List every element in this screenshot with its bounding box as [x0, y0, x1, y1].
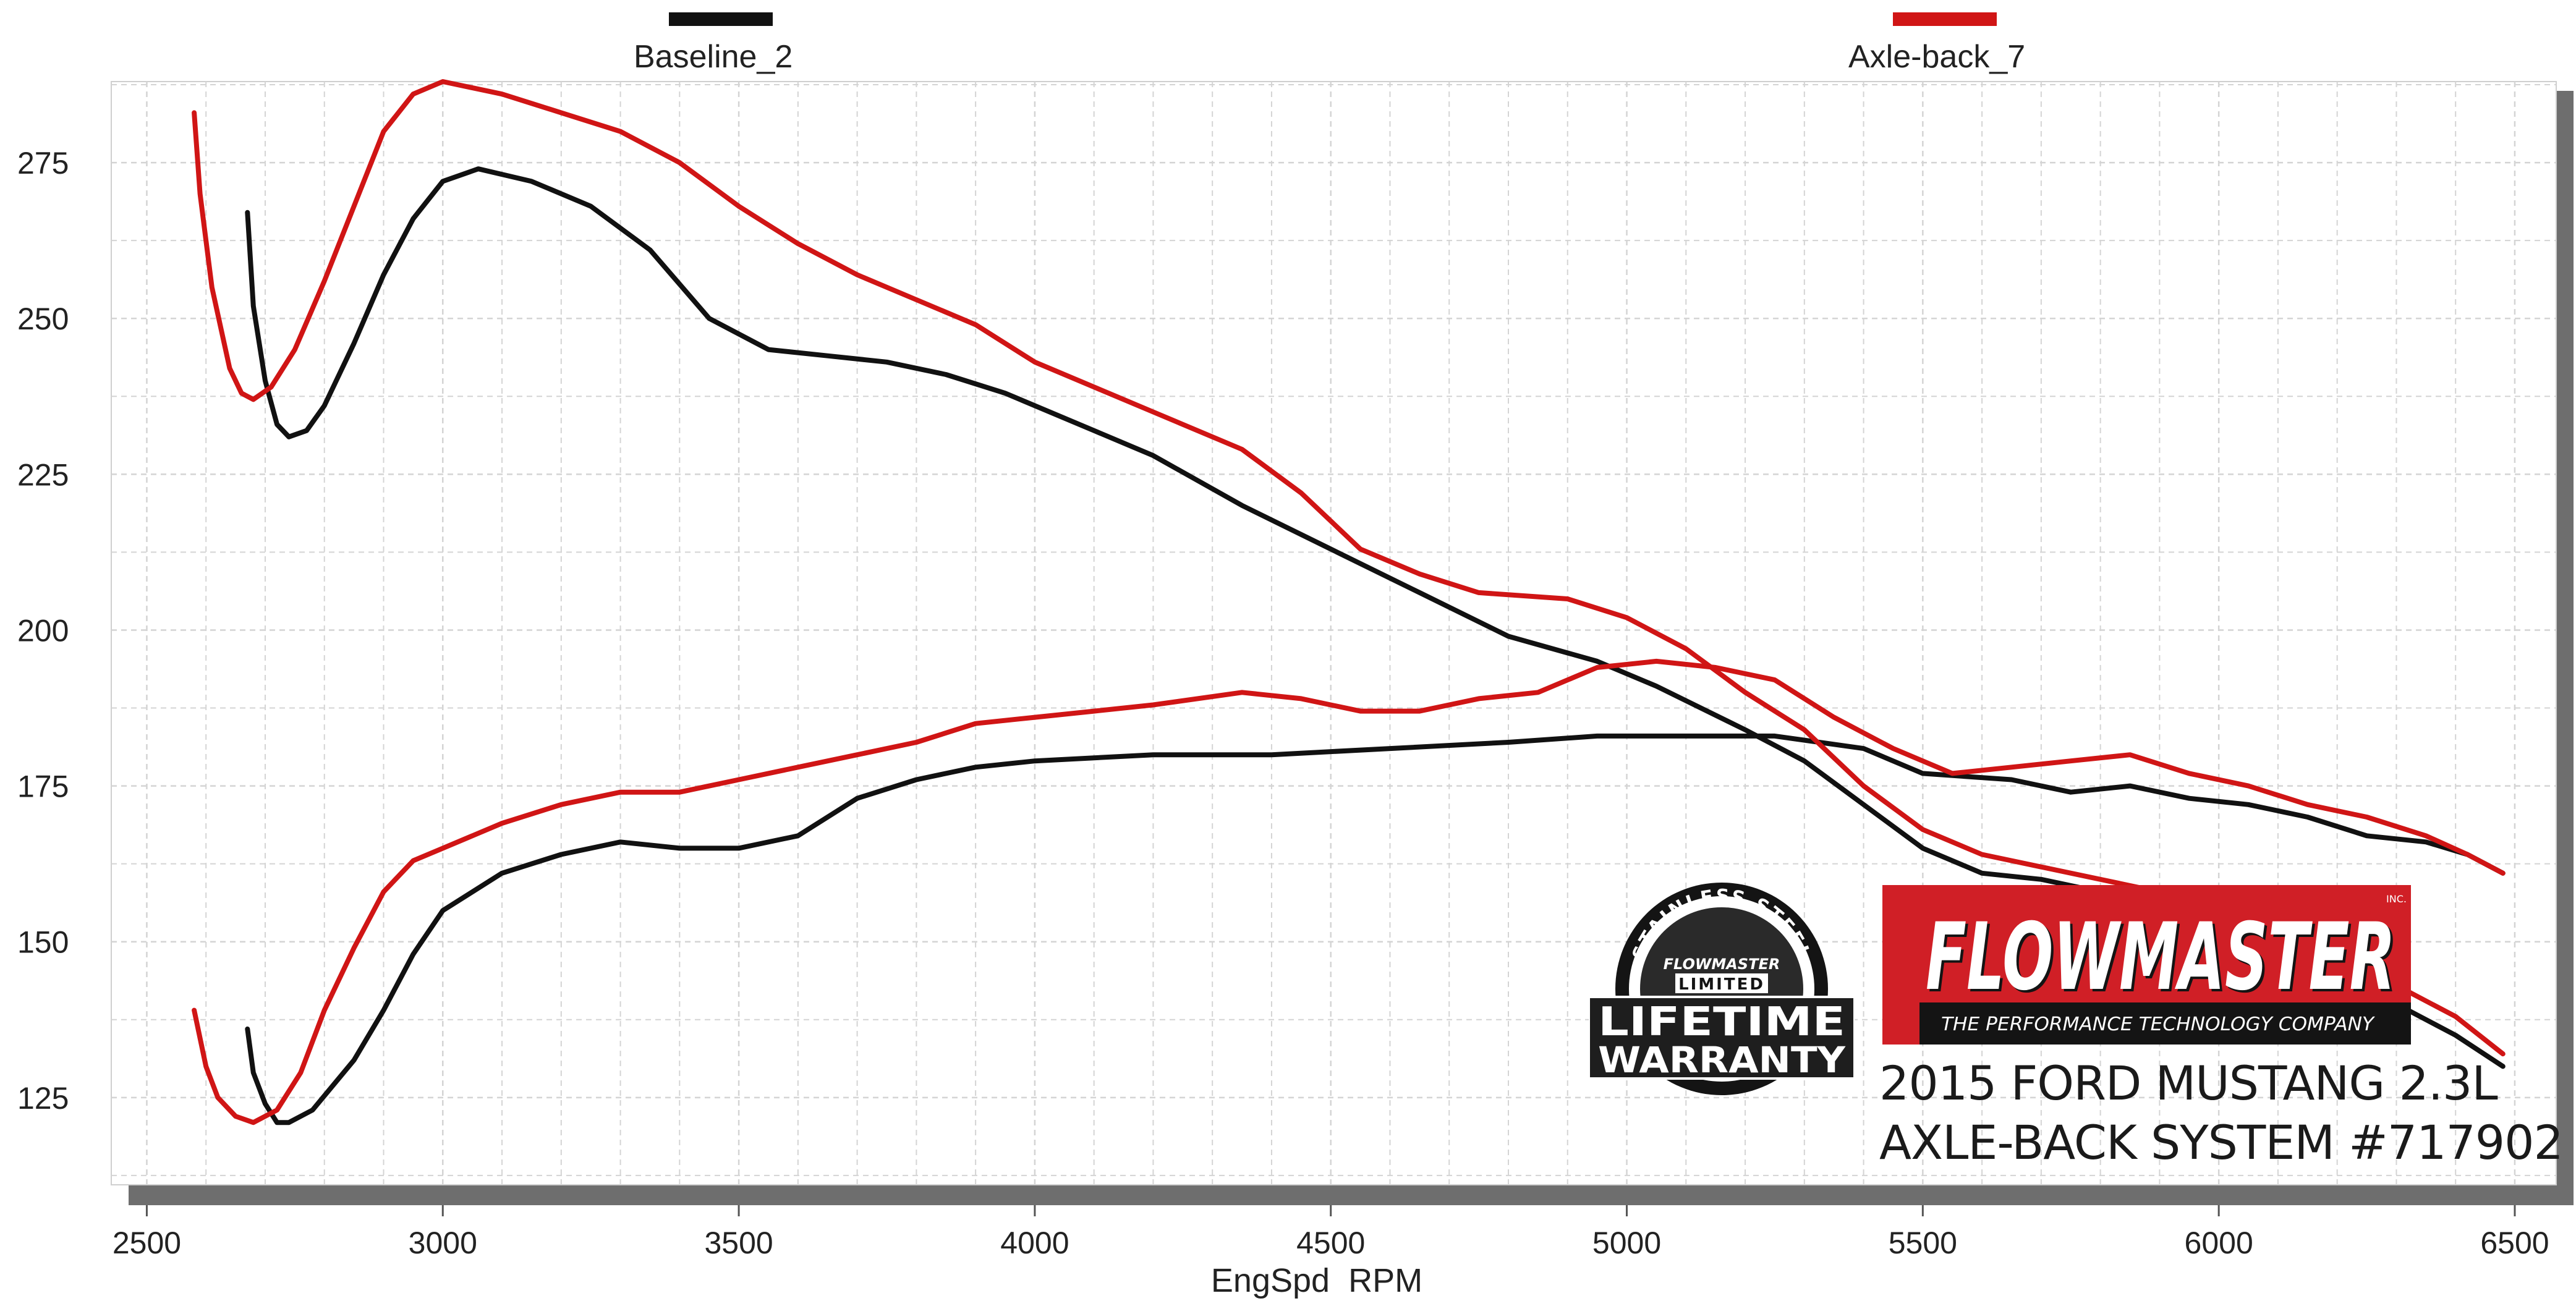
- series-line-axle-back-7-lower: [192, 658, 2506, 1125]
- legend-label-baseline: Baseline_2: [634, 39, 793, 75]
- y-axis: 125 150 175 200 225 250 275: [17, 146, 69, 1116]
- legend-swatch-axle-back: [1893, 12, 1997, 26]
- x-tick-label: 3500: [704, 1226, 773, 1260]
- x-tick-label: 4000: [1000, 1226, 1069, 1260]
- x-tick-label: 2500: [113, 1226, 181, 1260]
- legend-swatch-baseline: [669, 12, 773, 26]
- y-tick-label: 125: [17, 1081, 69, 1116]
- y-tick-label: 200: [17, 613, 69, 648]
- x-tick-label: 6000: [2185, 1226, 2253, 1260]
- badge-line2: WARRANTY: [1598, 1039, 1846, 1081]
- x-tick-label: 6500: [2480, 1226, 2549, 1260]
- logo-tagline: THE PERFORMANCE TECHNOLOGY COMPANY: [1941, 1014, 2376, 1035]
- x-axis-title: EngSpd RPM: [1211, 1262, 1422, 1299]
- grid: [111, 82, 2556, 1185]
- y-tick-label: 250: [17, 302, 69, 336]
- x-tick-label: 5500: [1889, 1226, 1957, 1260]
- y-tick-label: 225: [17, 457, 69, 492]
- logo-tagline-bar: [1919, 1002, 2411, 1045]
- badge-limited-bar: [1675, 973, 1768, 993]
- badge-line1: LIFETIME: [1598, 999, 1845, 1045]
- badge-banner: [1589, 996, 1855, 1080]
- legend-label-axle-back: Axle-back_7: [1848, 39, 2026, 75]
- flowmaster-logo: FLOWMASTER FLOWMASTER INC. THE PERFORMAN…: [1882, 885, 2411, 1045]
- x-axis: 2500 3000 3500 4000 4500 5000 5500 6000 6500: [113, 1205, 2549, 1260]
- caption-vehicle: 2015 FORD MUSTANG 2.3L: [1879, 1056, 2498, 1111]
- series-line-axle-back-7-upper: [192, 79, 2506, 1057]
- lifetime-warranty-badge: STAINLESS STEEL FLOWMASTER LIMITED LIFET…: [1589, 883, 1855, 1095]
- vehicle-caption: 2015 FORD MUSTANG 2.3L AXLE-BACK SYSTEM …: [1879, 1054, 2564, 1172]
- x-tick-label: 3000: [409, 1226, 477, 1260]
- logo-wordmark: FLOWMASTER: [1928, 906, 2398, 1014]
- badge-brand: FLOWMASTER: [1664, 956, 1780, 973]
- series-line-baseline-2-upper: [245, 166, 2506, 1069]
- y-tick-label: 150: [17, 925, 69, 960]
- logo-wordmark-front: FLOWMASTER: [1926, 904, 2395, 1011]
- logo-inc: INC.: [2386, 893, 2407, 905]
- series-line-baseline-2-lower: [245, 733, 2506, 1125]
- x-tick-label: 4500: [1296, 1226, 1365, 1260]
- x-tick-label: 5000: [1592, 1226, 1661, 1260]
- y-tick-label: 275: [17, 146, 69, 180]
- caption-system: AXLE-BACK SYSTEM #717902: [1879, 1115, 2564, 1170]
- series-layer: [192, 79, 2506, 1125]
- y-tick-label: 175: [17, 769, 69, 804]
- badge-limited: LIMITED: [1678, 975, 1765, 994]
